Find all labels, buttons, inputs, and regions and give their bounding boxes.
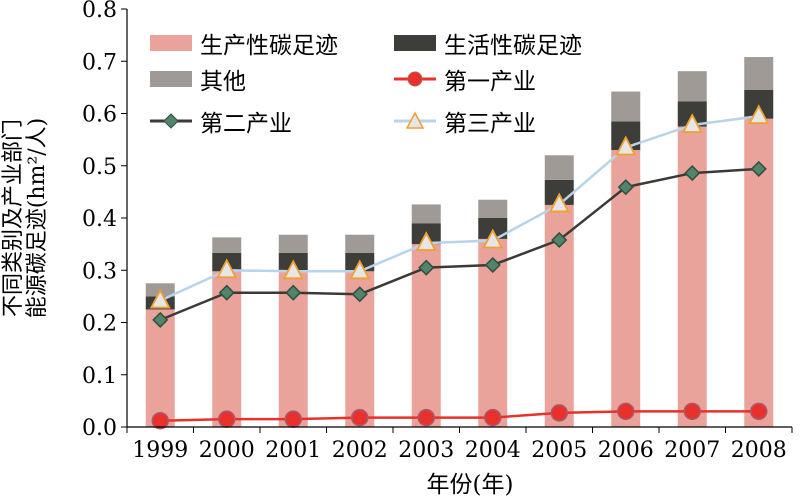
line-primary xyxy=(160,410,759,422)
line-tertiary xyxy=(159,114,759,302)
legend-label-living: 生活性碳足迹 xyxy=(444,33,582,59)
x-tick-label: 2000 xyxy=(199,438,255,463)
point-tertiary xyxy=(681,113,703,133)
bar-other xyxy=(278,234,308,254)
bar-other xyxy=(611,91,641,122)
x-tick-label: 2008 xyxy=(731,438,787,463)
legend-swatch-other xyxy=(150,71,192,87)
legend-swatch-living xyxy=(394,35,436,51)
point-tertiary xyxy=(349,259,371,280)
legend-item-living: 生活性碳足迹 xyxy=(394,26,582,60)
legend-swatch-primary xyxy=(394,71,436,87)
legend-item-production: 生产性碳足迹 xyxy=(150,26,338,60)
legend-item-other: 其他 xyxy=(150,62,246,96)
point-primary xyxy=(750,402,768,421)
y-tick-label: 0.3 xyxy=(82,259,117,284)
legend-swatch-secondary xyxy=(150,113,192,129)
legend-label-production: 生产性碳足迹 xyxy=(200,33,338,59)
y-axis-label-line1: 不同类别及产业部门 xyxy=(1,119,26,317)
point-secondary xyxy=(684,165,701,182)
point-primary xyxy=(484,408,502,427)
y-tick-label: 0.2 xyxy=(82,312,117,337)
point-secondary xyxy=(351,286,368,303)
point-tertiary xyxy=(615,135,637,156)
point-primary xyxy=(550,404,568,422)
bar-other xyxy=(677,71,707,102)
legend-item-secondary: 第二产业 xyxy=(150,104,292,138)
x-ticks: 1999 2000 2001 2002 2003 2004 2005 2006 2007 2008 xyxy=(126,427,793,463)
legend-label-tertiary: 第三产业 xyxy=(444,111,536,137)
legend-label-primary: 第一产业 xyxy=(444,69,536,95)
point-tertiary xyxy=(415,231,437,251)
y-tick-label: 0.5 xyxy=(82,155,117,180)
point-primary xyxy=(683,402,701,421)
x-tick-label: 2005 xyxy=(531,438,587,463)
y-ticks: 0.0 0.1 0.2 0.3 0.4 0.5 0.6 0.7 0.8 xyxy=(82,0,127,441)
point-tertiary xyxy=(282,259,304,280)
point-primary xyxy=(151,411,169,430)
y-tick-label: 0.1 xyxy=(82,364,117,389)
bar-other xyxy=(744,57,774,90)
x-tick-label: 2004 xyxy=(465,438,521,463)
legend-swatch-production xyxy=(150,35,192,51)
point-tertiary xyxy=(748,104,770,125)
point-secondary xyxy=(152,311,169,328)
legend-label-secondary: 第二产业 xyxy=(200,111,292,137)
point-secondary xyxy=(617,179,634,196)
line-secondary xyxy=(159,167,759,322)
point-secondary xyxy=(750,160,767,177)
y-tick-label: 0.6 xyxy=(82,103,117,128)
x-tick-label: 1999 xyxy=(132,438,188,463)
bar-production xyxy=(145,309,175,427)
y-tick-label: 0.4 xyxy=(82,207,117,232)
point-tertiary xyxy=(482,228,504,249)
legend-label-other: 其他 xyxy=(200,69,246,95)
legend-item-tertiary: 第三产业 xyxy=(394,104,536,138)
x-tick-label: 2001 xyxy=(265,438,321,463)
point-secondary xyxy=(484,256,501,274)
bar-living xyxy=(478,218,508,239)
x-tick-label: 2007 xyxy=(664,438,720,463)
y-tick-label: 0.7 xyxy=(82,50,117,75)
point-tertiary xyxy=(149,288,171,309)
point-secondary xyxy=(551,231,568,249)
point-primary xyxy=(218,410,236,428)
point-secondary xyxy=(285,284,302,301)
y-tick-label: 0.8 xyxy=(82,0,117,23)
bar-other xyxy=(478,199,508,218)
x-tick-label: 2002 xyxy=(332,438,388,463)
point-secondary xyxy=(218,284,235,301)
legend-swatch-tertiary xyxy=(394,111,436,129)
point-tertiary xyxy=(216,258,238,279)
point-primary xyxy=(417,408,435,427)
x-tick-label: 2006 xyxy=(598,438,654,463)
lines-layer xyxy=(149,104,770,430)
x-axis-label: 年份(年) xyxy=(427,472,514,498)
bar-other xyxy=(544,155,574,180)
y-axis-label-line2: 能源碳足迹(hm²/人) xyxy=(25,118,50,318)
legend-item-primary: 第一产业 xyxy=(394,62,536,96)
y-tick-label: 0.0 xyxy=(82,416,117,441)
point-primary xyxy=(284,410,302,428)
bar-other xyxy=(411,204,441,224)
point-primary xyxy=(617,402,635,421)
bar-other xyxy=(212,237,242,254)
point-primary xyxy=(351,408,369,427)
point-tertiary xyxy=(548,192,570,213)
point-secondary xyxy=(418,259,435,276)
x-tick-label: 2003 xyxy=(398,438,454,463)
bar-other xyxy=(345,234,375,254)
